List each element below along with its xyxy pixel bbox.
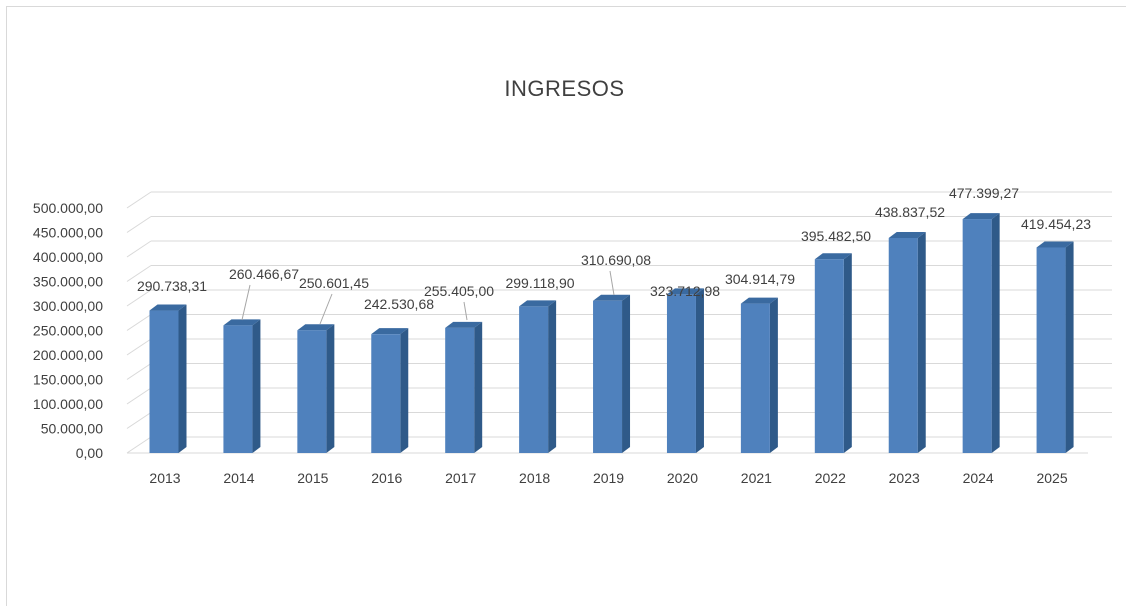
y-tick-label: 350.000,00 <box>33 274 103 290</box>
x-tick-label: 2020 <box>667 470 698 486</box>
y-tick-label: 50.000,00 <box>41 421 103 437</box>
bar <box>1036 247 1066 453</box>
bar-top <box>445 321 483 328</box>
bar-side <box>178 304 187 453</box>
chart-title: INGRESOS <box>504 76 625 101</box>
data-label: 250.601,45 <box>299 275 369 291</box>
bar-top <box>297 324 335 331</box>
gridline-depth <box>126 289 152 307</box>
x-tick-label: 2019 <box>593 470 624 486</box>
bar-top <box>666 288 704 295</box>
gridline-depth <box>126 314 152 331</box>
bar-top <box>740 297 778 304</box>
bar <box>297 330 327 453</box>
bar-top <box>519 300 557 307</box>
bar-top <box>962 213 1000 220</box>
gridline-depth <box>126 338 152 356</box>
bar-side <box>843 253 852 453</box>
bar <box>666 294 696 453</box>
bar-side <box>400 328 409 453</box>
y-tick-label: 150.000,00 <box>33 372 103 388</box>
bar-top <box>888 231 926 238</box>
bar-side <box>548 300 557 453</box>
bar-side <box>622 294 631 453</box>
y-tick-label: 450.000,00 <box>33 225 103 241</box>
data-label: 255.405,00 <box>424 283 494 299</box>
bar-side <box>917 231 926 453</box>
gridline-depth <box>126 216 152 233</box>
bar-top <box>371 328 409 335</box>
data-label-leader <box>319 293 333 325</box>
y-tick-label: 500.000,00 <box>33 200 103 216</box>
data-label: 323.712,98 <box>650 283 720 299</box>
bar-top <box>149 304 187 311</box>
data-label: 477.399,27 <box>949 185 1019 201</box>
bar-side <box>474 321 483 453</box>
x-tick-label: 2016 <box>371 470 402 486</box>
y-tick-label: 100.000,00 <box>33 396 103 412</box>
gridline-depth <box>126 191 152 209</box>
gridline-depth <box>126 436 152 454</box>
bar <box>519 306 549 453</box>
bar <box>149 310 179 453</box>
bar <box>371 334 401 453</box>
data-label-leader <box>241 284 251 321</box>
y-tick-label: 400.000,00 <box>33 249 103 265</box>
x-tick-label: 2023 <box>889 470 920 486</box>
x-tick-label: 2014 <box>223 470 254 486</box>
chart-frame <box>6 6 1126 606</box>
bar <box>445 327 475 453</box>
data-label-leader <box>463 301 468 321</box>
data-label: 242.530,68 <box>364 296 434 312</box>
y-tick-label: 300.000,00 <box>33 298 103 314</box>
bar-top <box>593 294 631 301</box>
data-label: 299.118,90 <box>505 275 574 291</box>
bar-side <box>695 288 704 453</box>
bar <box>962 219 992 453</box>
y-tick-label: 0,00 <box>76 445 103 461</box>
x-tick-label: 2024 <box>963 470 994 486</box>
bar <box>223 325 253 453</box>
bar <box>888 237 918 453</box>
data-label: 395.482,50 <box>801 228 871 244</box>
gridline-depth <box>126 265 152 282</box>
x-tick-label: 2022 <box>815 470 846 486</box>
data-label: 419.454,23 <box>1021 216 1091 232</box>
x-tick-label: 2015 <box>297 470 328 486</box>
y-tick-label: 250.000,00 <box>33 323 103 339</box>
bar-top <box>223 319 261 326</box>
y-tick-label: 200.000,00 <box>33 347 103 363</box>
x-tick-label: 2025 <box>1036 470 1067 486</box>
bar-side <box>1065 241 1074 453</box>
gridline-depth <box>126 240 152 258</box>
bar-top <box>814 253 852 260</box>
x-tick-label: 2013 <box>149 470 180 486</box>
bar <box>593 300 623 453</box>
bar-side <box>991 213 1000 453</box>
data-label: 304.914,79 <box>725 271 795 287</box>
x-tick-label: 2021 <box>741 470 772 486</box>
bar <box>814 259 844 453</box>
bar-side <box>769 297 778 453</box>
x-tick-label: 2017 <box>445 470 476 486</box>
data-label: 310.690,08 <box>581 252 651 268</box>
data-label: 260.466,67 <box>229 266 299 282</box>
bar-side <box>326 324 335 453</box>
data-label-leader <box>609 270 615 296</box>
data-label: 290.738,31 <box>137 278 207 294</box>
data-label: 438.837,52 <box>875 204 945 220</box>
bar <box>740 303 770 453</box>
x-tick-label: 2018 <box>519 470 550 486</box>
bar-side <box>252 319 261 453</box>
gridline-depth <box>126 363 152 380</box>
gridline-depth <box>126 387 152 405</box>
gridline-depth <box>126 412 152 429</box>
bar-top <box>1036 241 1074 248</box>
